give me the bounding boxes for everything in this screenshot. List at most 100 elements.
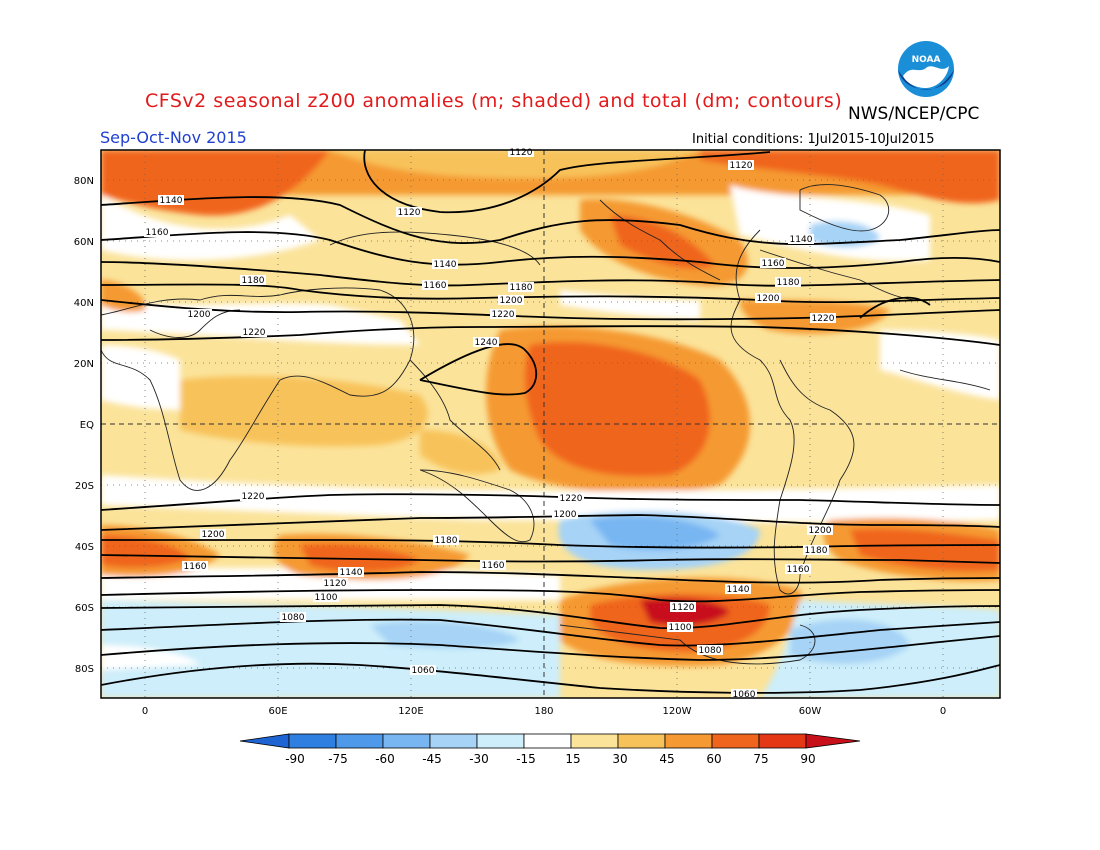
lat-label: 20S [75,481,94,492]
contour-label: 1160 [785,564,811,575]
contour-label: 1120 [670,602,696,613]
reference-lines [101,150,1000,698]
svg-text:1080: 1080 [699,646,722,656]
colorbar-swatch [288,733,337,749]
svg-text:1140: 1140 [160,196,183,206]
svg-text:1160: 1160 [762,259,785,269]
svg-text:1180: 1180 [510,283,533,293]
colorbar-tick: -15 [516,752,536,766]
coastlines [101,184,991,665]
contour-label: 1140 [788,234,814,245]
contour-label: 1200 [807,525,833,536]
contour-label: 1180 [508,282,534,293]
colorbar-tick: -45 [422,752,442,766]
colorbar: -90 -75 -60 -45 -30 -15 15 30 45 60 75 9… [239,733,861,766]
svg-text:1100: 1100 [315,593,338,603]
lon-label: 0 [940,706,946,717]
contour-label: 1160 [760,258,786,269]
contour-label: 1200 [755,293,781,304]
svg-text:1160: 1160 [787,565,810,575]
contour-labels: 1120 1120 1120 1140 1140 1140 1160 1160 … [144,147,836,700]
longitude-labels: 0 60E 120E 180 120W 60W 0 [142,706,946,717]
lat-label: 80S [75,664,94,675]
contour-label: 1180 [803,545,829,556]
colorbar-swatch [711,733,760,749]
svg-text:NOAA: NOAA [912,55,941,65]
colorbar-swatch [664,733,713,749]
contour-label: 1060 [410,665,436,676]
lat-label: 60N [74,237,94,248]
contour-label: 1180 [775,277,801,288]
svg-text:1200: 1200 [188,310,211,320]
colorbar-tick: 15 [565,752,580,766]
contour-label: 1160 [480,560,506,571]
svg-text:1200: 1200 [809,526,832,536]
svg-text:1200: 1200 [757,294,780,304]
contour-label: 1120 [728,160,754,171]
svg-text:1220: 1220 [242,492,265,502]
svg-text:1220: 1220 [243,328,266,338]
contour-label: 1220 [810,313,836,324]
chart-title: CFSv2 seasonal z200 anomalies (m; shaded… [145,90,843,112]
map-frame [100,149,1001,699]
svg-text:1160: 1160 [146,228,169,238]
svg-text:1160: 1160 [424,281,447,291]
lat-label: EQ [80,420,94,431]
colorbar-left-arrow [239,733,290,749]
svg-text:1200: 1200 [500,296,523,306]
svg-text:1120: 1120 [324,579,347,589]
lon-label: 180 [534,706,553,717]
contour-label: 1140 [725,584,751,595]
svg-text:1140: 1140 [340,568,363,578]
contour-label: 1180 [240,275,266,286]
latitude-labels: 80N 60N 40N 20N EQ 20S 40S 60S 80S [74,176,94,675]
lat-label: 20N [74,359,94,370]
contour-label: 1220 [558,493,584,504]
svg-text:1140: 1140 [727,585,750,595]
season-label: Sep-Oct-Nov 2015 [100,128,247,147]
contour-label: 1200 [552,509,578,520]
contour-label: 1100 [667,622,693,633]
svg-text:1220: 1220 [492,310,515,320]
colorbar-tick: 60 [706,752,721,766]
colorbar-right-arrow [805,733,861,749]
colorbar-tick: 45 [659,752,674,766]
lon-label: 120W [663,706,692,717]
svg-text:1200: 1200 [554,510,577,520]
contour-label: 1220 [240,491,266,502]
svg-text:1140: 1140 [434,260,457,270]
contour-label: 1140 [158,195,184,206]
svg-text:1120: 1120 [672,603,695,613]
colorbar-swatch [617,733,666,749]
colorbar-tick: 30 [612,752,627,766]
colorbar-tick: -75 [328,752,348,766]
colorbar-swatch [523,733,572,749]
contour-label: 1220 [490,309,516,320]
colorbar-swatch [476,733,525,749]
contour-label: 1120 [508,147,534,158]
contour-label: 1180 [433,535,459,546]
initial-conditions-label: Initial conditions: 1Jul2015-10Jul2015 [692,132,935,147]
lon-label: 120E [398,706,423,717]
contour-label: 1200 [186,309,212,320]
svg-text:1180: 1180 [242,276,265,286]
contour-label: 1160 [144,227,170,238]
contour-label: 1140 [338,567,364,578]
svg-text:1160: 1160 [482,561,505,571]
svg-text:1120: 1120 [730,161,753,171]
noaa-logo: NOAA [898,41,954,97]
colorbar-swatch [429,733,478,749]
svg-text:1100: 1100 [669,623,692,633]
lon-label: 60W [799,706,822,717]
contour-label: 1060 [731,689,757,700]
colorbar-swatch [335,733,384,749]
colorbar-tick: -90 [285,752,305,766]
colorbar-swatch [758,733,807,749]
agency-label: NWS/NCEP/CPC [848,104,980,124]
contour-label: 1120 [396,207,422,218]
svg-text:1060: 1060 [733,690,756,700]
contour-label: 1200 [200,529,226,540]
lat-label: 40N [74,298,94,309]
colorbar-tick: 90 [800,752,815,766]
